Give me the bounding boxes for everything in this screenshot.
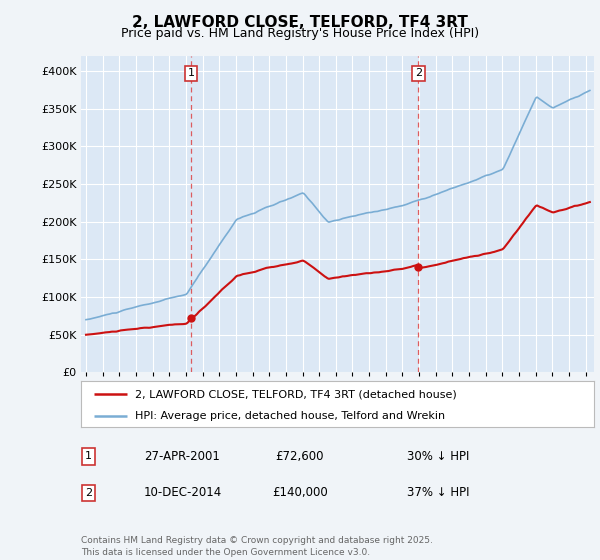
Text: Contains HM Land Registry data © Crown copyright and database right 2025.
This d: Contains HM Land Registry data © Crown c… (81, 536, 433, 557)
Text: Price paid vs. HM Land Registry's House Price Index (HPI): Price paid vs. HM Land Registry's House … (121, 27, 479, 40)
Text: 2: 2 (415, 68, 422, 78)
Text: 2, LAWFORD CLOSE, TELFORD, TF4 3RT: 2, LAWFORD CLOSE, TELFORD, TF4 3RT (132, 15, 468, 30)
Text: 10-DEC-2014: 10-DEC-2014 (144, 486, 222, 500)
Text: £140,000: £140,000 (272, 486, 328, 500)
Text: 37% ↓ HPI: 37% ↓ HPI (407, 486, 469, 500)
Text: 1: 1 (187, 68, 194, 78)
Text: 1: 1 (85, 451, 92, 461)
Text: HPI: Average price, detached house, Telford and Wrekin: HPI: Average price, detached house, Telf… (135, 411, 445, 421)
Text: 27-APR-2001: 27-APR-2001 (144, 450, 220, 463)
Text: 30% ↓ HPI: 30% ↓ HPI (407, 450, 469, 463)
Text: £72,600: £72,600 (276, 450, 324, 463)
Text: 2, LAWFORD CLOSE, TELFORD, TF4 3RT (detached house): 2, LAWFORD CLOSE, TELFORD, TF4 3RT (deta… (135, 389, 457, 399)
Text: 2: 2 (85, 488, 92, 498)
